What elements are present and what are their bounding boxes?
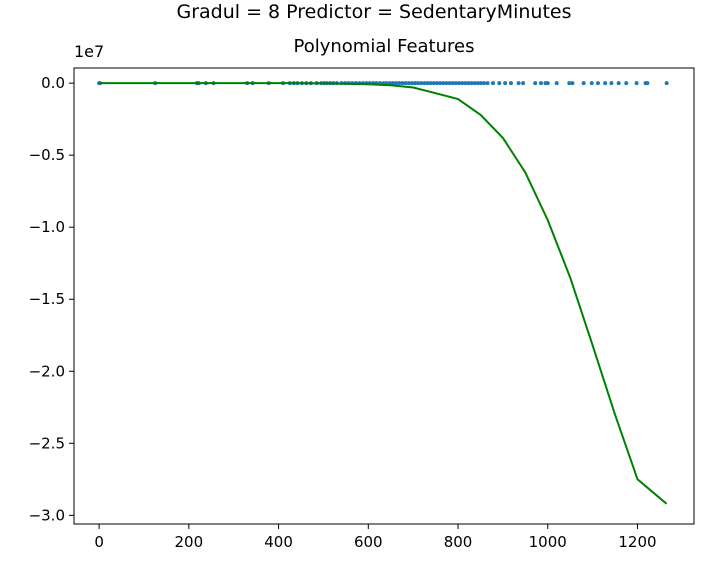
data-point — [412, 81, 417, 86]
data-point — [428, 81, 433, 86]
y-tick-label: −1.5 — [29, 290, 65, 308]
data-point — [645, 81, 650, 86]
data-point — [403, 81, 408, 86]
data-point — [516, 81, 521, 86]
data-point — [466, 81, 471, 86]
y-tick-label: 0.0 — [41, 74, 65, 92]
data-point — [539, 81, 544, 86]
x-tick-label: 0 — [94, 533, 104, 551]
data-point — [453, 81, 458, 86]
data-point — [567, 81, 572, 86]
x-tick-label: 200 — [175, 533, 204, 551]
data-point — [609, 81, 614, 86]
x-tick-label: 600 — [354, 533, 383, 551]
data-point — [447, 81, 452, 86]
data-point — [469, 81, 474, 86]
y-tick-label: −3.0 — [29, 506, 65, 524]
x-tick-label: 1200 — [618, 533, 656, 551]
y-tick-label: −2.5 — [29, 434, 65, 452]
data-point — [485, 81, 490, 86]
data-point — [664, 81, 669, 86]
data-point — [422, 81, 427, 86]
data-point — [472, 81, 477, 86]
data-point — [482, 81, 487, 86]
y-tick-label: −1.0 — [29, 218, 65, 236]
data-point — [595, 81, 600, 86]
data-point — [491, 81, 496, 86]
chart-title: Polynomial Features — [294, 36, 475, 57]
x-tick-label: 400 — [264, 533, 293, 551]
data-point — [431, 81, 436, 86]
data-point — [545, 81, 550, 86]
data-point — [554, 81, 559, 86]
data-point — [400, 81, 405, 86]
data-point — [475, 81, 480, 86]
data-point — [478, 81, 483, 86]
x-tick-label: 1000 — [529, 533, 567, 551]
data-point — [570, 81, 575, 86]
data-point — [497, 81, 502, 86]
data-point — [425, 81, 430, 86]
data-point — [406, 81, 411, 86]
data-point — [634, 81, 639, 86]
data-point — [390, 81, 395, 86]
data-point — [387, 81, 392, 86]
data-point — [456, 81, 461, 86]
data-point — [624, 81, 629, 86]
y-offset-label: 1e7 — [74, 42, 104, 61]
data-point — [589, 81, 594, 86]
data-point — [581, 81, 586, 86]
data-point — [434, 81, 439, 86]
x-tick-label: 800 — [444, 533, 473, 551]
figure-suptitle: Gradul = 8 Predictor = SedentaryMinutes — [176, 1, 571, 23]
data-point — [521, 81, 526, 86]
data-point — [416, 81, 421, 86]
fit-curve — [99, 82, 668, 505]
plot-frame — [73, 67, 695, 525]
data-point — [394, 81, 399, 86]
data-point — [503, 81, 508, 86]
data-point — [397, 81, 402, 86]
data-point — [508, 81, 513, 86]
data-point — [603, 81, 608, 86]
data-point — [463, 81, 468, 86]
y-tick-label: −2.0 — [29, 362, 65, 380]
data-point — [533, 81, 538, 86]
data-point — [460, 81, 465, 86]
data-point — [438, 81, 443, 86]
data-point — [444, 81, 449, 86]
y-tick-label: −0.5 — [29, 146, 65, 164]
data-point — [616, 81, 621, 86]
data-point — [441, 81, 446, 86]
data-point — [419, 81, 424, 86]
data-point — [409, 81, 414, 86]
plot-layer: 0 200 400 600 800 1000 1200 0.0 −0.5 −1.0 −1.5 −2.0… — [29, 74, 669, 551]
data-point — [450, 81, 455, 86]
